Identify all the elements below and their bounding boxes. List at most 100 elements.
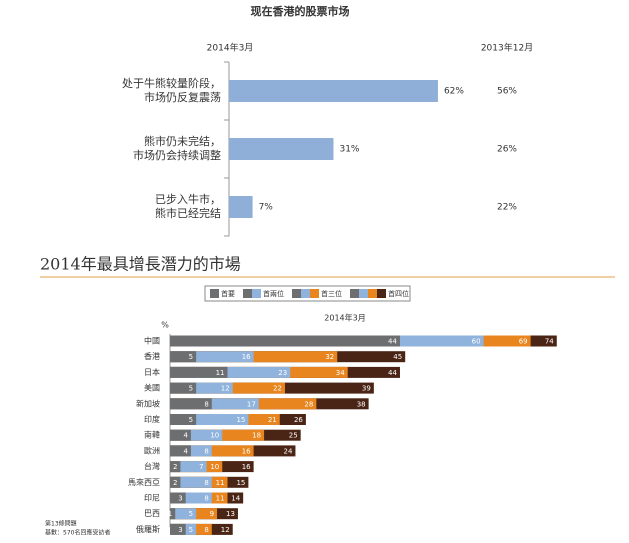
value-label: 16 [242,447,251,455]
value-label: 8 [204,526,208,534]
category-label: 印度 [144,414,160,424]
column-header: 2014年3月 [207,42,254,54]
legend-swatch [301,289,310,298]
value-label: 25 [289,432,298,440]
value-label: 4 [183,447,188,455]
legend-swatch [252,289,261,298]
value-label: 22 [273,385,282,393]
bar [170,366,291,378]
value-label: 28 [304,400,313,408]
bar [170,335,400,347]
value-label: 5 [189,416,193,424]
bar [170,476,181,488]
bar [170,429,223,441]
value-label: 22% [497,203,517,213]
value-label: 24 [284,447,293,455]
value-label: 15 [236,479,245,487]
value-label: 2 [173,463,177,471]
category-label: 处于牛熊较量阶段，市场仍反复震荡 [122,76,221,104]
value-label: 13 [226,510,235,518]
category-label: 台灣 [144,461,160,471]
footnote: 第13條問題 [45,520,77,528]
category-label: 印尼 [144,494,160,503]
value-label: 56% [497,87,517,97]
value-label: 12 [221,385,230,393]
bar [170,398,259,410]
bar [170,461,181,473]
category-label: 中國 [144,336,160,346]
bar [170,492,186,504]
legend-box [204,285,411,302]
value-label: 2 [173,479,177,487]
bar [170,476,212,488]
bar [170,382,233,394]
bar [170,398,212,410]
value-label: 11 [216,479,225,487]
bar [170,351,197,363]
bar [170,492,212,504]
bar [170,508,176,520]
category-label: 香港 [144,351,160,361]
value-label: 16 [242,463,251,471]
bar [229,80,438,102]
legend-swatch [310,289,319,298]
value-label: 7% [259,203,274,213]
category-label: 南韓 [144,430,160,440]
bar [170,414,249,425]
value-label: 62% [444,87,464,97]
value-label: 34 [336,369,345,377]
value-label: 16 [242,353,251,361]
legend-swatch [243,289,252,298]
chart-subtitle: 2014年3月 [324,313,365,323]
value-label: 60 [472,338,481,346]
value-label: 1 [168,510,172,518]
category-label: 巴西 [144,509,160,518]
bar [170,351,254,363]
legend-label: 首要 [221,289,235,298]
bar [170,414,197,425]
value-label: 12 [221,526,230,534]
legend-swatch [350,289,359,298]
legend-swatch [359,289,368,298]
unit-label: % [161,321,169,330]
value-label: 11 [216,369,225,377]
category-label: 熊市仍未完结，市场仍会持续调整 [133,134,221,162]
value-label: 38 [357,400,366,408]
value-label: 4 [183,432,188,440]
category-label: 美國 [144,383,160,393]
value-label: 39 [362,385,371,393]
legend-label: 首三位 [321,289,342,298]
column-header: 2013年12月 [481,42,533,54]
bar [170,508,197,520]
category-label: 日本 [144,367,160,377]
footnote: 基數：570名回應受訪者 [45,529,110,537]
value-label: 8 [204,447,208,455]
value-label: 32 [325,353,334,361]
value-label: 15 [236,416,245,424]
legend-swatch [377,289,386,298]
legend-label: 首四位 [388,289,409,298]
category-label: 俄羅斯 [136,524,160,534]
category-label: 已步入牛市，熊市已经完结 [155,192,221,220]
legend-swatch [292,289,301,298]
bar [170,445,191,457]
value-label: 11 [216,495,225,503]
value-label: 7 [199,463,203,471]
bar [170,366,228,378]
value-label: 8 [204,495,208,503]
value-label: 74 [545,338,554,346]
value-label: 45 [393,353,402,361]
legend-swatch [210,289,219,298]
value-label: 5 [189,385,193,393]
value-label: 21 [268,416,277,424]
bar [170,461,207,473]
value-label: 9 [210,510,214,518]
value-label: 5 [189,510,193,518]
value-label: 3 [178,495,182,503]
bar [170,429,191,441]
value-label: 26% [497,145,517,155]
legend-swatch [368,289,377,298]
bar [170,523,186,535]
bar [229,196,253,218]
